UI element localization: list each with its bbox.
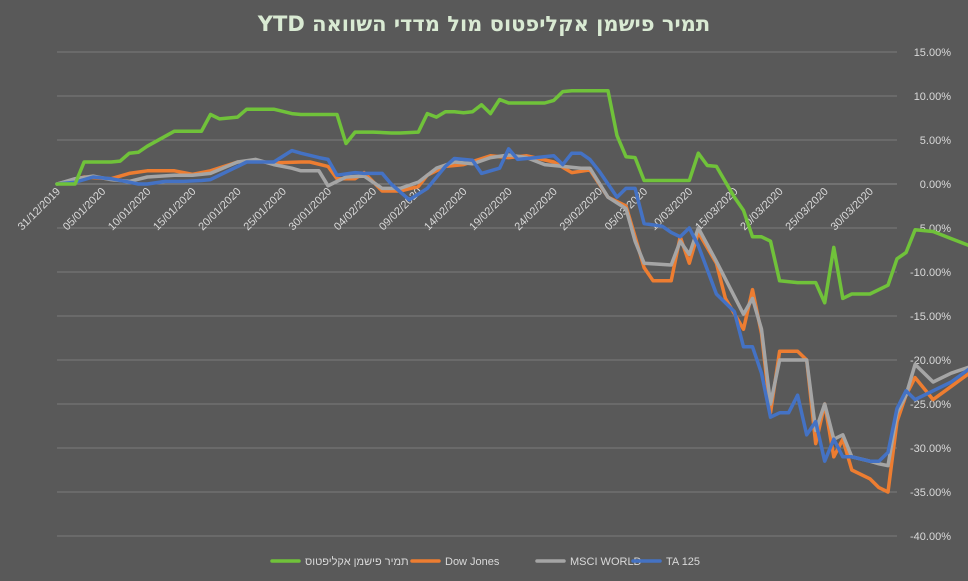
x-tick-label: 05/01/2020 xyxy=(61,186,108,233)
x-tick-label: 29/02/2020 xyxy=(558,186,605,233)
x-tick-label: 25/03/2020 xyxy=(783,186,830,233)
y-axis-ticks: 15.00%10.00%5.00%0.00%-5.00%-10.00%-15.0… xyxy=(910,47,951,543)
x-tick-label: 25/01/2020 xyxy=(242,186,289,233)
y-tick-label: -40.00% xyxy=(910,531,951,543)
y-tick-label: 0.00% xyxy=(920,179,951,191)
x-tick-label: 30/01/2020 xyxy=(287,186,334,233)
series-line xyxy=(55,88,968,305)
y-tick-label: 15.00% xyxy=(914,47,952,59)
y-tick-label: 10.00% xyxy=(914,91,952,103)
x-tick-label: 15/01/2020 xyxy=(151,186,198,233)
y-tick-label: 5.00% xyxy=(920,135,951,147)
y-tick-label: -15.00% xyxy=(910,311,951,323)
y-tick-label: -10.00% xyxy=(910,267,951,279)
x-tick-label: 19/02/2020 xyxy=(467,186,514,233)
chart-title: תמיר פישמן אקליפטוס מול מדדי השוואה YTD xyxy=(257,12,710,36)
gridlines xyxy=(57,51,897,537)
legend-label: TA 125 xyxy=(666,556,700,568)
series-line xyxy=(55,147,968,463)
legend-label: תמיר פישמן אקליפטוס xyxy=(305,555,409,568)
x-tick-label: 24/02/2020 xyxy=(512,186,559,233)
y-tick-label: -35.00% xyxy=(910,487,951,499)
y-tick-label: -30.00% xyxy=(910,443,951,455)
x-tick-label: 10/01/2020 xyxy=(106,186,153,233)
x-tick-label: 14/02/2020 xyxy=(422,186,469,233)
x-tick-label: 20/03/2020 xyxy=(738,186,785,233)
legend-label: Dow Jones xyxy=(445,556,500,568)
legend-label: MSCI WORLD xyxy=(570,556,642,568)
y-tick-label: -25.00% xyxy=(910,399,951,411)
x-tick-label: 04/02/2020 xyxy=(332,186,379,233)
x-tick-label: 20/01/2020 xyxy=(196,186,243,233)
x-tick-label: 31/12/2019 xyxy=(16,186,63,233)
x-tick-label: 30/03/2020 xyxy=(829,186,876,233)
y-tick-label: -20.00% xyxy=(910,355,951,367)
series-lines xyxy=(55,88,968,494)
series-line xyxy=(55,153,968,468)
legend: תמיר פישמן אקליפטוס Dow Jones MSCI WORLD TA… xyxy=(270,555,700,568)
